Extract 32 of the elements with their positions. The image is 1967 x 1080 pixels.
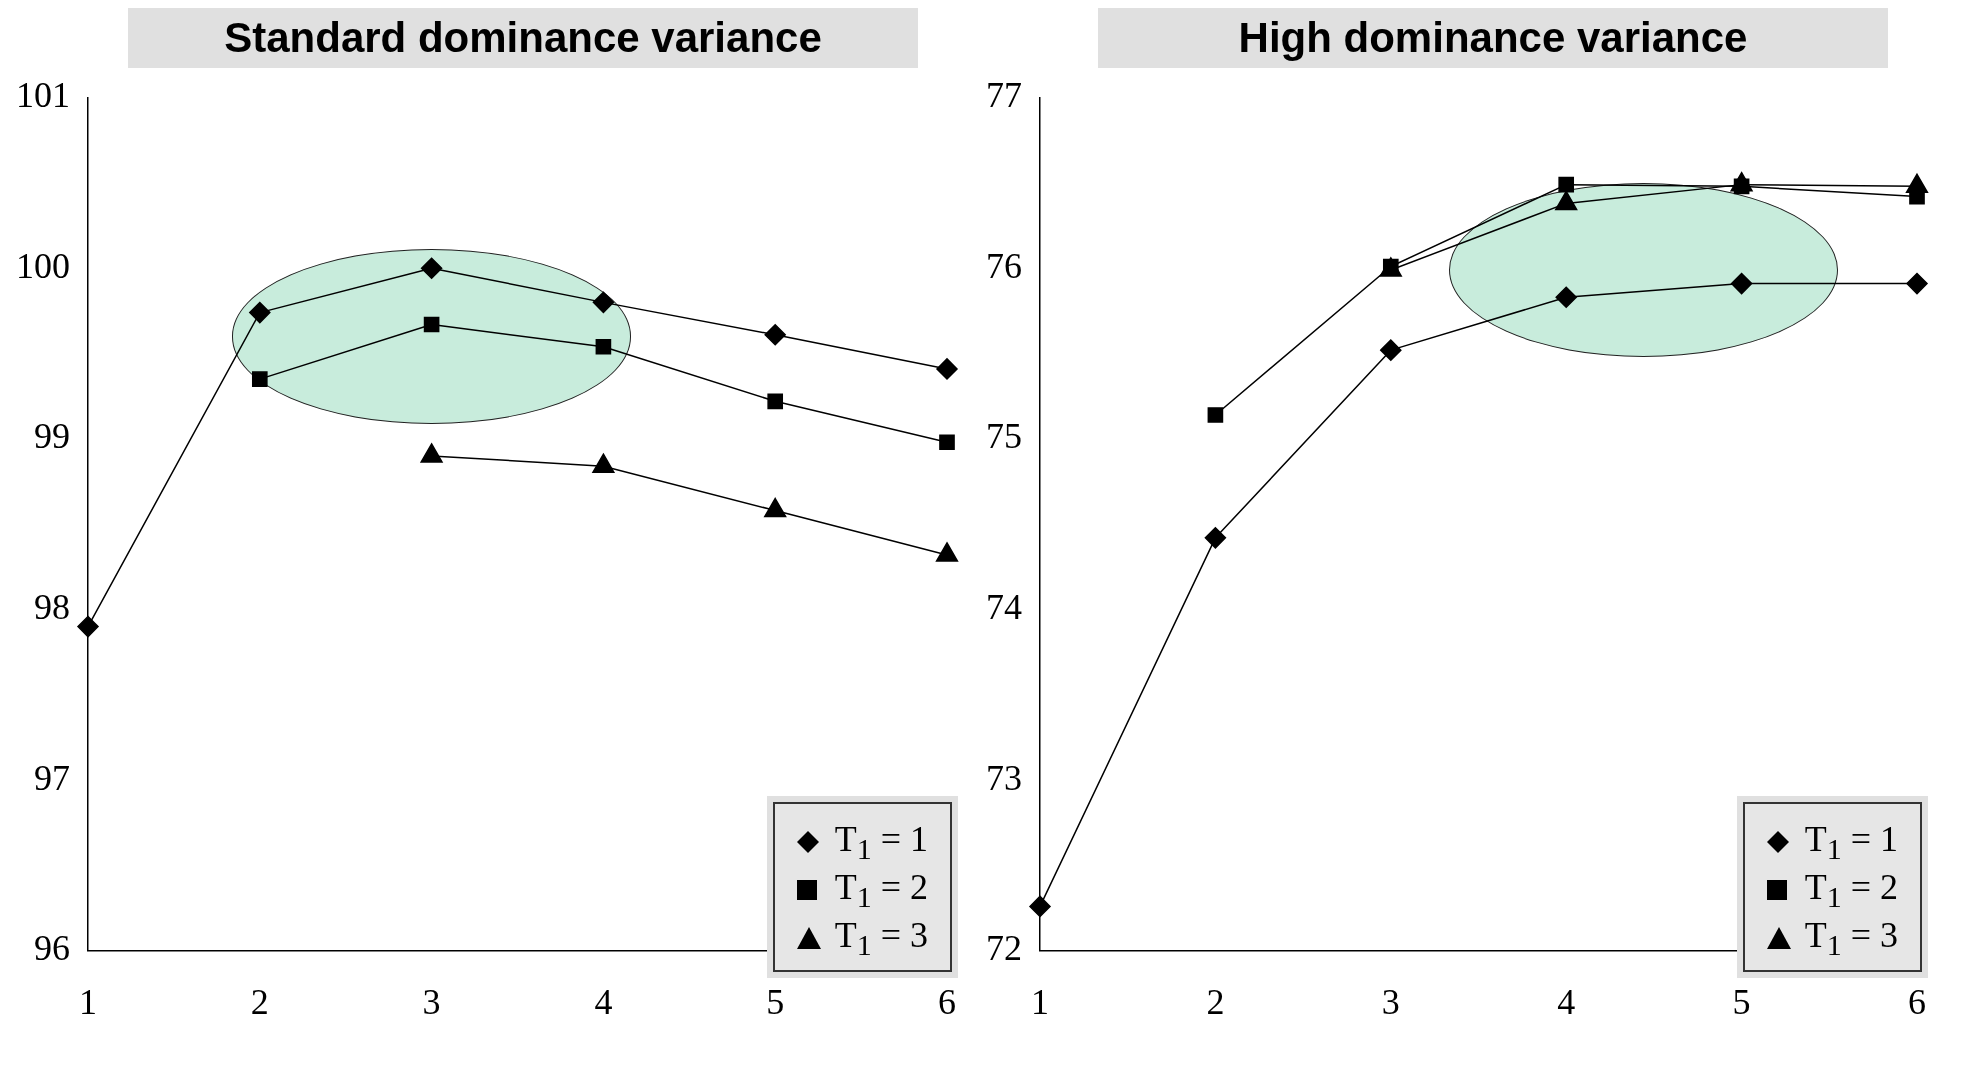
chart-title: Standard dominance variance	[128, 8, 918, 68]
x-tick-label: 6	[938, 981, 956, 1022]
x-tick-label: 2	[250, 981, 269, 1022]
x-tick-label: 3	[1381, 981, 1400, 1022]
x-tick-label: 6	[1908, 981, 1926, 1022]
legend-label: T$_{1}$ = 3	[1804, 913, 1898, 963]
x-tick-label: 4	[1557, 981, 1576, 1022]
y-tick-label: 75	[986, 416, 1022, 457]
legend-label: T$_{1}$ = 1	[834, 817, 928, 867]
legend-label: T$_{1}$ = 1	[1804, 817, 1898, 867]
y-tick-label: 77	[986, 75, 1022, 116]
y-tick-label: 98	[34, 586, 70, 627]
legend-label: T$_{1}$ = 2	[834, 865, 928, 915]
legend-label: T$_{1}$ = 2	[1804, 865, 1898, 915]
y-tick-label: 100	[16, 245, 70, 286]
x-tick-label: 5	[1732, 981, 1751, 1022]
y-tick-label: 101	[16, 75, 70, 116]
x-tick-label: 1	[1031, 981, 1049, 1022]
x-tick-label: 5	[766, 981, 785, 1022]
legend-label: T$_{1}$ = 3	[834, 913, 928, 963]
y-tick-label: 99	[34, 416, 70, 457]
x-tick-label: 3	[422, 981, 441, 1022]
y-tick-label: 72	[986, 928, 1022, 969]
y-tick-label: 74	[986, 586, 1022, 627]
y-tick-label: 97	[34, 757, 70, 798]
x-tick-label: 2	[1206, 981, 1225, 1022]
y-tick-label: 76	[986, 245, 1022, 286]
chart-title: High dominance variance	[1098, 8, 1888, 68]
y-tick-label: 96	[34, 928, 70, 969]
y-tick-label: 73	[986, 757, 1022, 798]
x-tick-label: 4	[594, 981, 613, 1022]
x-tick-label: 1	[79, 981, 97, 1022]
